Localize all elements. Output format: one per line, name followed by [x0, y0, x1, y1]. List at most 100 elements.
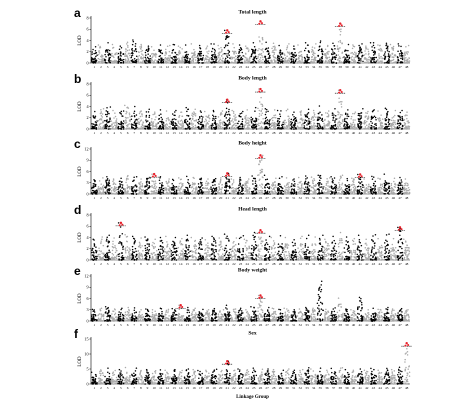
- marker-point: [232, 112, 235, 114]
- marker-point: [386, 112, 389, 114]
- marker-point: [183, 56, 186, 59]
- marker-point: [195, 56, 198, 58]
- marker-point: [164, 56, 167, 59]
- marker-point: [398, 45, 400, 47]
- marker-point: [192, 61, 195, 63]
- marker-point: [266, 193, 268, 195]
- marker-point: [231, 182, 234, 185]
- marker-point: [198, 44, 201, 47]
- marker-point: [355, 52, 357, 54]
- marker-point: [186, 120, 189, 123]
- marker-point: [125, 59, 127, 62]
- marker-point: [205, 187, 208, 190]
- marker-point: [375, 126, 377, 129]
- marker-point: [147, 192, 150, 195]
- lg-42-markers: [363, 45, 371, 64]
- marker-point: [301, 59, 304, 61]
- lg-45-markers: [383, 42, 391, 64]
- marker-point: [284, 57, 287, 60]
- marker-point: [171, 119, 174, 121]
- marker-point: [120, 123, 123, 125]
- marker-point: [287, 60, 290, 62]
- marker-point: [244, 62, 247, 64]
- marker-point: [202, 191, 204, 193]
- lg-29-markers: [276, 109, 285, 130]
- y-tick-label: 9: [87, 158, 89, 163]
- x-tick-label: 18: [206, 65, 210, 69]
- marker-point: [225, 35, 228, 38]
- marker-point: [259, 127, 261, 129]
- marker-point: [131, 115, 133, 117]
- marker-point: [292, 124, 295, 126]
- marker-point: [274, 114, 277, 116]
- marker-point: [250, 54, 253, 56]
- marker-point: [345, 126, 347, 128]
- marker-point: [186, 55, 189, 58]
- marker-point: [363, 120, 366, 122]
- marker-point: [403, 124, 406, 126]
- y-tick-label: 0: [87, 126, 89, 131]
- marker-point: [252, 58, 254, 60]
- marker-point: [340, 30, 342, 33]
- marker-point: [187, 189, 189, 191]
- marker-point: [387, 59, 390, 62]
- marker-point: [107, 54, 110, 57]
- marker-point: [373, 60, 375, 62]
- x-tick-label: 27: [265, 131, 269, 135]
- marker-point: [106, 179, 108, 181]
- marker-point: [316, 125, 319, 127]
- marker-point: [140, 113, 143, 115]
- marker-point: [140, 46, 143, 48]
- marker-point: [177, 125, 179, 128]
- marker-point: [263, 123, 266, 125]
- marker-point: [377, 44, 379, 46]
- marker-point: [129, 115, 131, 118]
- marker-point: [166, 62, 168, 64]
- marker-point: [254, 55, 257, 57]
- marker-point: [146, 179, 148, 181]
- marker-point: [268, 52, 270, 54]
- marker-point: [232, 192, 234, 195]
- marker-point: [122, 110, 125, 112]
- marker-point: [108, 58, 111, 61]
- marker-point: [397, 59, 400, 61]
- marker-point: [337, 113, 339, 116]
- marker-point: [158, 117, 160, 120]
- marker-point: [378, 54, 380, 57]
- marker-point: [337, 41, 340, 43]
- marker-point: [252, 183, 254, 185]
- marker-point: [174, 111, 176, 113]
- marker-point: [165, 58, 167, 60]
- marker-point: [406, 111, 408, 113]
- marker-point: [160, 127, 163, 130]
- marker-point: [92, 183, 95, 185]
- marker-point: [235, 52, 238, 55]
- marker-point: [99, 45, 101, 48]
- marker-point: [227, 53, 229, 55]
- marker-point: [187, 108, 190, 110]
- marker-point: [319, 59, 321, 61]
- marker-point: [378, 120, 381, 123]
- marker-point: [198, 185, 200, 188]
- x-tick-label: 12: [166, 131, 170, 135]
- marker-point: [167, 189, 170, 191]
- marker-point: [334, 58, 337, 60]
- marker-point: [262, 122, 264, 124]
- marker-point: [356, 56, 359, 58]
- marker-point: [230, 58, 232, 60]
- marker-point: [206, 182, 209, 185]
- marker-point: [226, 60, 229, 63]
- marker-point: [240, 127, 242, 130]
- marker-point: [358, 114, 361, 117]
- marker-point: [254, 182, 257, 185]
- marker-point: [162, 121, 164, 124]
- marker-point: [393, 125, 395, 127]
- marker-point: [247, 119, 249, 121]
- marker-point: [278, 44, 280, 47]
- marker-point: [142, 54, 144, 56]
- peak-marker: [226, 98, 229, 101]
- lg-41-markers: [356, 43, 364, 64]
- marker-point: [176, 192, 178, 195]
- peak-marker: [339, 22, 342, 25]
- marker-point: [270, 128, 272, 130]
